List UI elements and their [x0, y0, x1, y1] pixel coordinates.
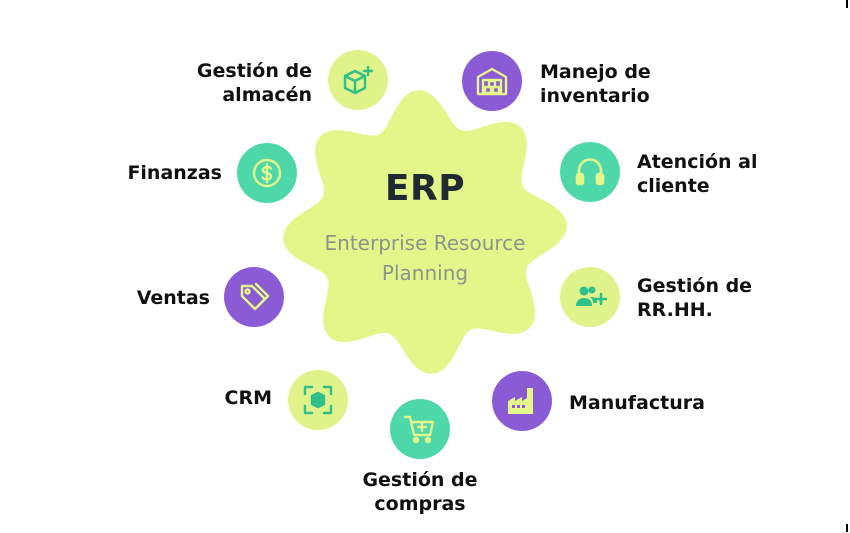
- label-crm: CRM: [224, 387, 272, 409]
- label-rrhh: Gestión de RR.HH.: [637, 275, 753, 321]
- dollar-coin-icon: [252, 158, 282, 188]
- label-finanzas: Finanzas: [127, 162, 222, 184]
- erp-subtitle: Enterprise Resource Planning: [290, 228, 560, 288]
- erp-subtitle-line2: Planning: [381, 261, 469, 285]
- node-inventario: [462, 51, 522, 111]
- node-rrhh: [560, 267, 620, 327]
- warehouse-icon: [476, 67, 508, 96]
- erp-subtitle-line1: Enterprise Resource: [324, 231, 526, 255]
- label-inventario: Manejo de inventario: [540, 61, 651, 107]
- erp-title: ERP: [384, 168, 466, 209]
- label-atencion: Atención al cliente: [637, 151, 758, 197]
- node-manufactura: [492, 371, 552, 431]
- label-ventas: Ventas: [136, 287, 210, 309]
- crm-scan-icon: [303, 385, 333, 415]
- node-atencion: [560, 142, 620, 202]
- node-crm: [288, 370, 348, 430]
- cart-plus-icon: [403, 415, 435, 444]
- factory-icon: [508, 388, 533, 414]
- add-people-icon: [576, 286, 607, 306]
- label-compras: Gestión de compras: [362, 469, 478, 515]
- price-tag-icon: [240, 282, 270, 311]
- node-finanzas: [237, 143, 297, 203]
- corner-tick-bottom: [846, 524, 848, 532]
- label-manufactura: Manufactura: [569, 392, 705, 414]
- box-plus-icon: [343, 65, 374, 95]
- node-ventas: [224, 267, 284, 327]
- node-compras: [390, 399, 450, 459]
- headphones-icon: [575, 158, 605, 186]
- node-almacen: [328, 50, 388, 110]
- corner-tick-top: [846, 0, 848, 8]
- label-almacen: Gestión de almacén: [196, 60, 312, 106]
